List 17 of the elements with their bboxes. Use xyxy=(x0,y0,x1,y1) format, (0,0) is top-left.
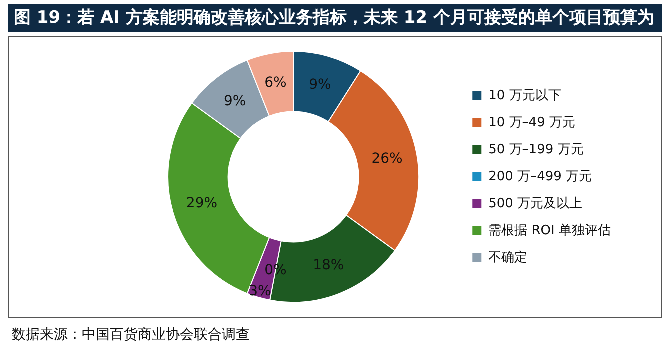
legend-label: 200 万–499 万元 xyxy=(488,169,592,184)
data-label: 26% xyxy=(372,150,403,167)
data-label: 3% xyxy=(249,283,272,300)
data-label: 29% xyxy=(186,195,218,212)
legend-label: 50 万–199 万元 xyxy=(488,142,584,158)
legend-label: 500 万元及以上 xyxy=(488,196,583,212)
chart-title: 图 19：若 AI 方案能明确改善核心业务指标，未来 12 个月可接受的单个项目预算为 xyxy=(8,4,662,32)
data-label: 9% xyxy=(224,93,246,110)
text: 0% xyxy=(264,262,287,278)
data-label: 6% xyxy=(264,74,287,91)
source-note: 数据来源：中国百货商业协会联合调查 xyxy=(12,326,250,344)
legend-label: 不确定 xyxy=(488,250,528,266)
legend-label: 需根据 ROI 单独评估 xyxy=(488,223,612,238)
data-label: 9% xyxy=(309,77,332,94)
legend-label: 10 万元以下 xyxy=(488,88,562,104)
legend-label: 10 万–49 万元 xyxy=(488,115,576,130)
data-label: 18% xyxy=(313,257,344,274)
